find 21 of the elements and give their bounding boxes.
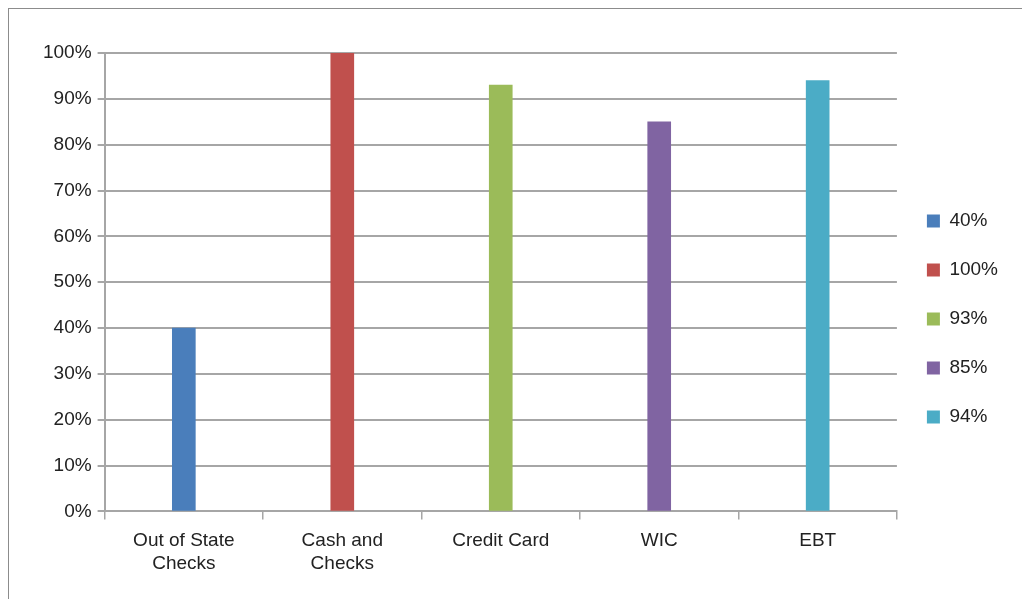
legend-label: 40% (949, 209, 988, 231)
x-tick-label: Out of State Checks (133, 529, 235, 573)
y-tick-label: 70% (53, 178, 92, 200)
y-tick-label: 90% (53, 87, 92, 109)
y-tick-label: 10% (53, 453, 92, 475)
legend-label: 94% (949, 405, 988, 427)
y-tick-label: 50% (53, 270, 92, 292)
y-tick-label: 20% (53, 407, 92, 429)
legend-label: 85% (949, 356, 988, 378)
x-tick-label: WIC (640, 529, 678, 551)
y-tick-label: 40% (53, 316, 92, 338)
x-tick-label: EBT (799, 529, 837, 551)
x-tick-label: Cash and Checks (301, 529, 383, 573)
legend-label: 93% (949, 307, 988, 329)
y-tick-label: 60% (53, 224, 92, 246)
y-tick-label: 30% (53, 362, 92, 384)
x-tick-label: Credit Card (452, 529, 550, 551)
y-tick-label: 100% (42, 41, 92, 63)
legend-label: 100% (949, 258, 999, 280)
y-tick-label: 0% (64, 499, 92, 521)
y-tick-label: 80% (53, 132, 92, 154)
